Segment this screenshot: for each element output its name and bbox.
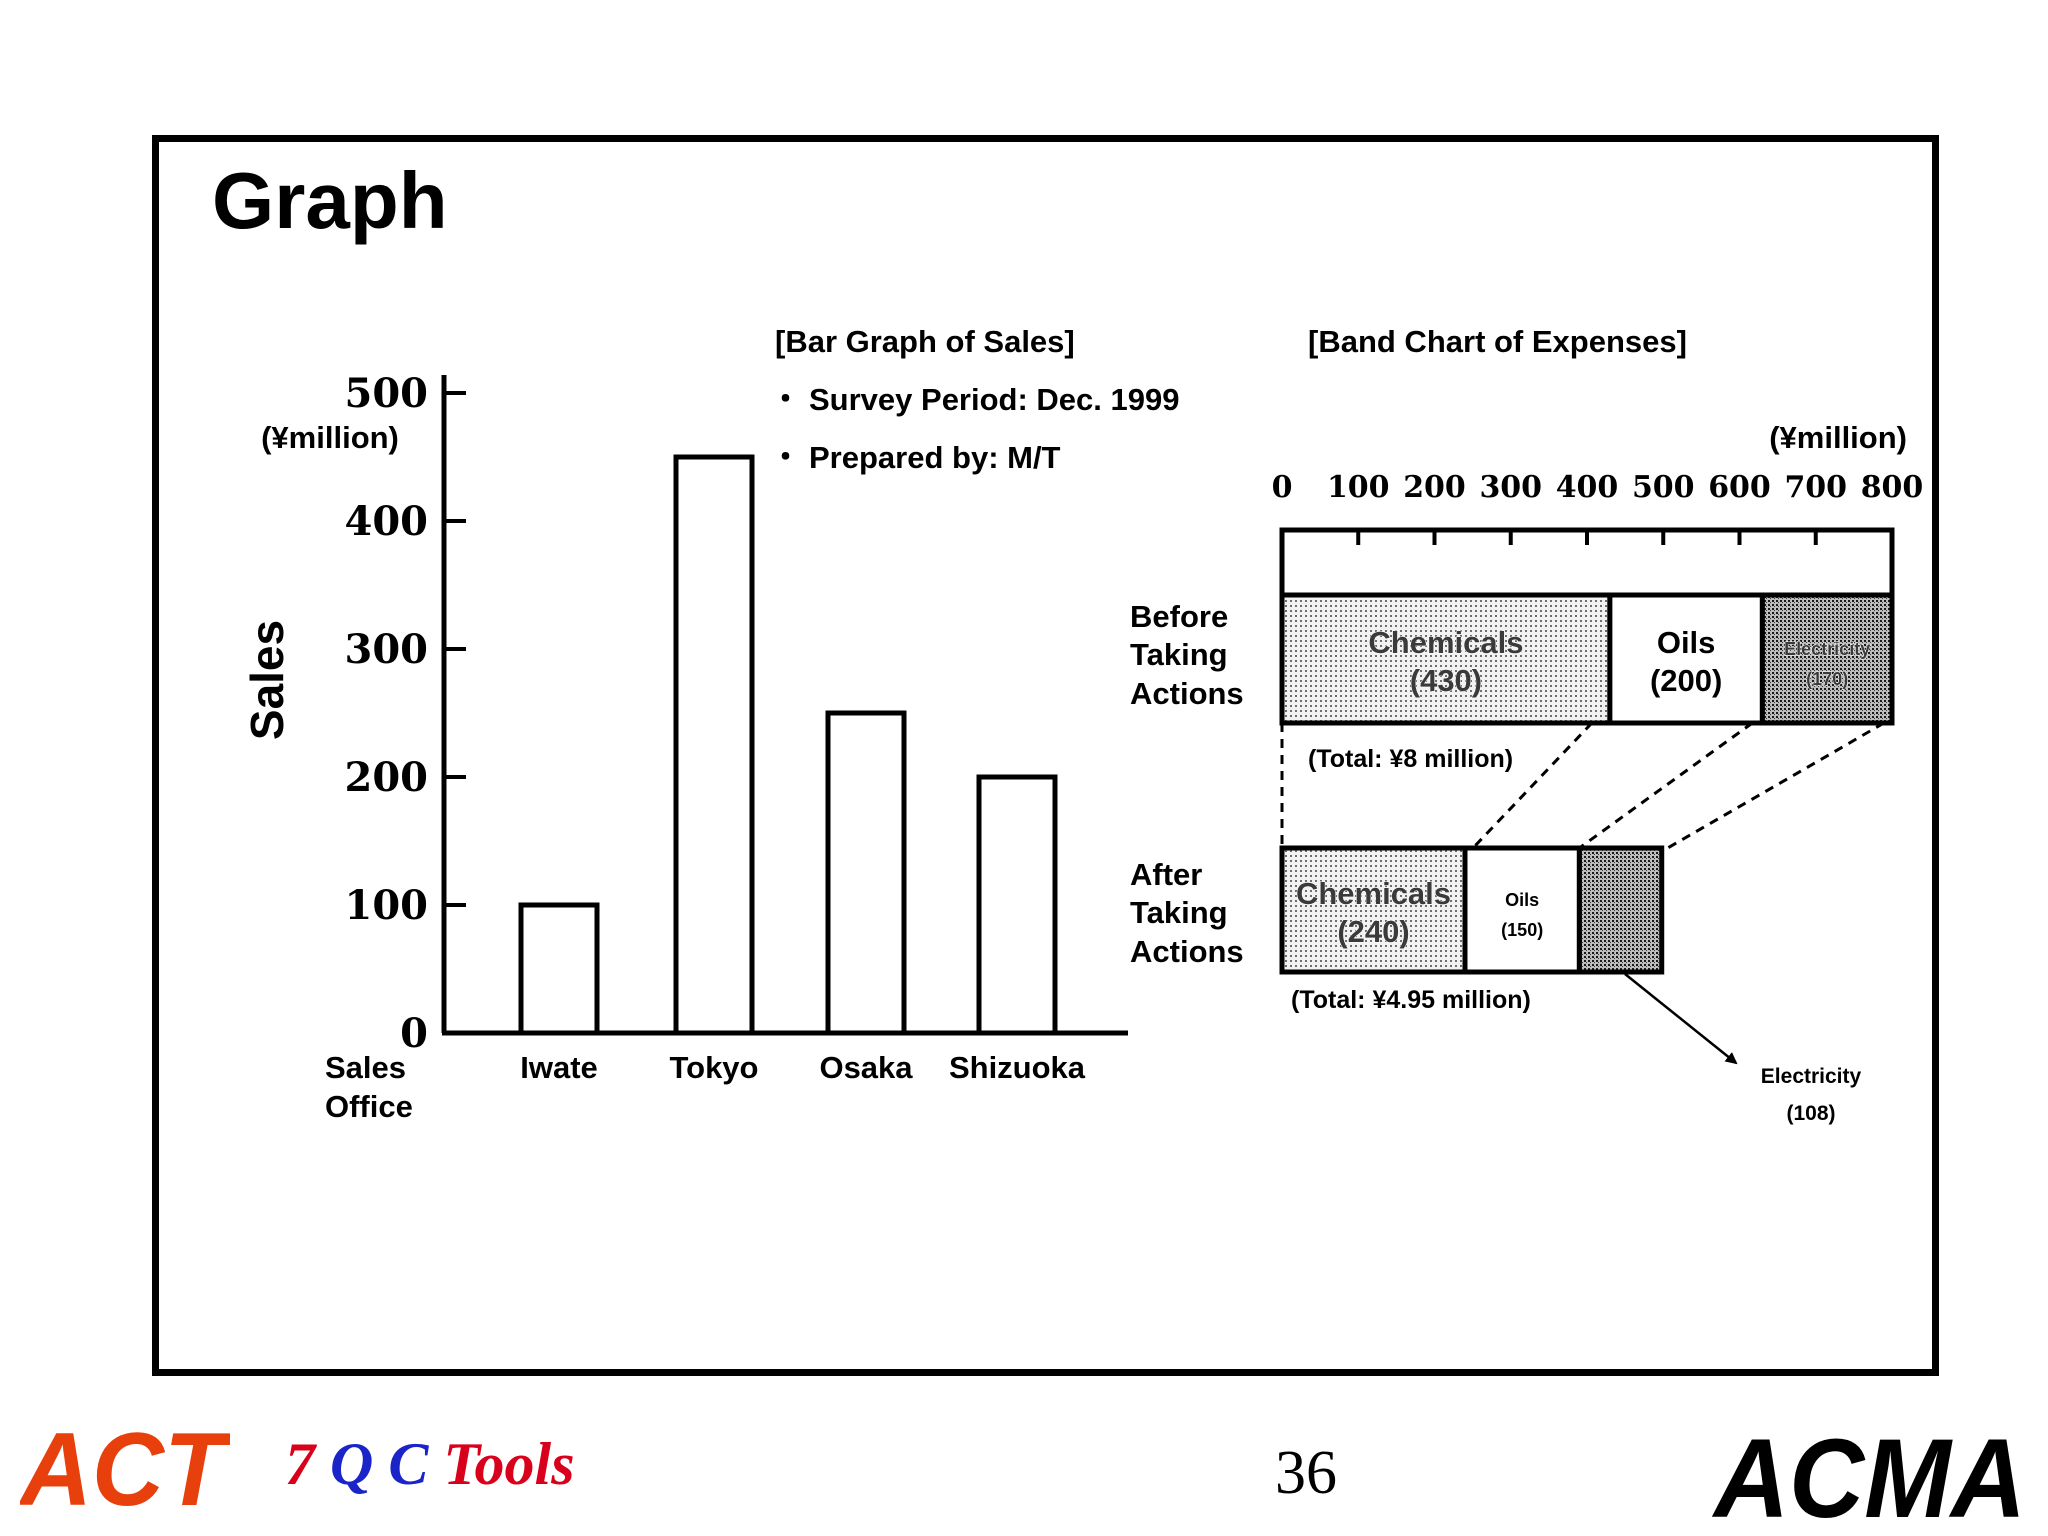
band-unit-label: (¥million) xyxy=(1769,420,1907,455)
band-segment-name-1-0: Chemicals xyxy=(1296,876,1451,911)
before-label-1: Before xyxy=(1130,599,1228,634)
act-logo-text: ACT xyxy=(20,1425,230,1515)
survey-bullet: ・ xyxy=(770,382,801,417)
band-segment-0-2 xyxy=(1759,592,1895,726)
prepared-by: Prepared by: M/T xyxy=(809,440,1061,475)
x-category-label-0: Iwate xyxy=(520,1050,598,1085)
electricity-callout-name: Electricity xyxy=(1761,1065,1862,1088)
tools-c: C xyxy=(388,1431,429,1497)
after-label-1: After xyxy=(1130,857,1202,892)
bar-iwate xyxy=(518,902,600,1036)
prepared-bullet: ・ xyxy=(770,440,801,475)
tools-q: Q xyxy=(330,1431,374,1497)
sales-office-label-1: Sales xyxy=(325,1050,406,1085)
scale-tick-label-0: 0 xyxy=(1272,470,1293,505)
electricity-callout-value: (108) xyxy=(1786,1102,1835,1125)
band-segment-name-0-0: Chemicals xyxy=(1368,625,1523,660)
electricity-arrow xyxy=(1624,973,1738,1065)
connector-line-3 xyxy=(1666,721,1885,850)
band-row-1: Chemicals(240) Oils (150) xyxy=(1279,845,1665,975)
sales-bar-chart: 0 100 200 300 400 500 Iwate Tokyo Osaka Shizuoka xyxy=(345,370,1128,1085)
scale-tick-label-2: 200 xyxy=(1403,470,1466,505)
y-tick-label-1: 100 xyxy=(345,882,429,929)
after-label-3: Actions xyxy=(1130,934,1244,969)
band-segment-1-2 xyxy=(1576,845,1665,975)
band-chart-heading: [Band Chart of Expenses] xyxy=(1308,324,1687,359)
y-tick-label-3: 300 xyxy=(345,626,429,673)
band-segment-0-0 xyxy=(1279,592,1613,726)
y-tick-label-0: 0 xyxy=(400,1010,428,1057)
scale-tick-label-5: 500 xyxy=(1632,470,1695,505)
acma-logo-text: ACMA xyxy=(1712,1425,2026,1525)
connector-line-2 xyxy=(1578,721,1754,850)
survey-period: Survey Period: Dec. 1999 xyxy=(809,382,1179,417)
bar-shizuoka xyxy=(976,774,1058,1036)
slide-frame xyxy=(152,135,1939,1376)
band-row-0: Chemicals(430) Oils(200) Electricity (170) xyxy=(1279,592,1895,726)
seven-qc-tools-label: 7 Q C Tools xyxy=(285,1430,575,1499)
x-category-label-2: Osaka xyxy=(819,1050,913,1085)
after-label-2: Taking xyxy=(1130,895,1228,930)
scale-tick-label-3: 300 xyxy=(1479,470,1542,505)
band-segment-name-1-1: Oils xyxy=(1505,890,1539,910)
scale-tick-label-7: 700 xyxy=(1784,470,1847,505)
y-tick-label-2: 200 xyxy=(345,754,429,801)
slide-title: Graph xyxy=(212,156,448,245)
connector-line-1 xyxy=(1471,721,1593,850)
scale-tick-label-4: 400 xyxy=(1556,470,1619,505)
band-segment-name-0-2: Electricity xyxy=(1784,639,1870,659)
scale-tick-label-8: 800 xyxy=(1861,470,1924,505)
band-segment-value-0-1: (200) xyxy=(1650,663,1722,698)
x-category-label-3: Shizuoka xyxy=(949,1050,1086,1085)
sales-axis-label: Sales xyxy=(241,620,293,740)
tools-word: Tools xyxy=(443,1431,575,1497)
sales-office-label-2: Office xyxy=(325,1089,413,1124)
band-segment-name-0-1: Oils xyxy=(1657,625,1716,660)
bar-osaka xyxy=(825,710,907,1036)
band-segment-0-1 xyxy=(1607,592,1765,726)
expenses-band-chart: 0 100 200 300 400 500 600 700 800Chemicals(430)O… xyxy=(1272,470,1924,1065)
bar-chart-heading: [Bar Graph of Sales] xyxy=(775,324,1075,359)
x-category-label-1: Tokyo xyxy=(670,1050,759,1085)
scale-tick-label-6: 600 xyxy=(1708,470,1771,505)
band-segment-value-0-2: (170) xyxy=(1806,669,1848,689)
tools-seven: 7 xyxy=(285,1431,315,1497)
y-tick-label-5: 500 xyxy=(345,370,429,417)
band-segment-value-1-0: (240) xyxy=(1337,914,1409,949)
sales-unit-label: (¥million) xyxy=(261,420,399,455)
before-label-3: Actions xyxy=(1130,676,1244,711)
band-segment-value-0-0: (430) xyxy=(1410,663,1482,698)
before-label-2: Taking xyxy=(1130,637,1228,672)
scale-tick-label-1: 100 xyxy=(1327,470,1390,505)
band-segment-value-1-1: (150) xyxy=(1501,920,1543,940)
band-segment-1-1 xyxy=(1462,845,1582,975)
after-total: (Total: ¥4.95 million) xyxy=(1291,986,1531,1014)
bar-tokyo xyxy=(673,454,755,1036)
before-total: (Total: ¥8 million) xyxy=(1308,745,1513,773)
y-tick-label-4: 400 xyxy=(345,498,429,545)
page-number: 36 xyxy=(1275,1439,1337,1507)
acma-logo: ACMA xyxy=(1711,1416,2032,1536)
act-logo: ACT xyxy=(17,1412,232,1528)
